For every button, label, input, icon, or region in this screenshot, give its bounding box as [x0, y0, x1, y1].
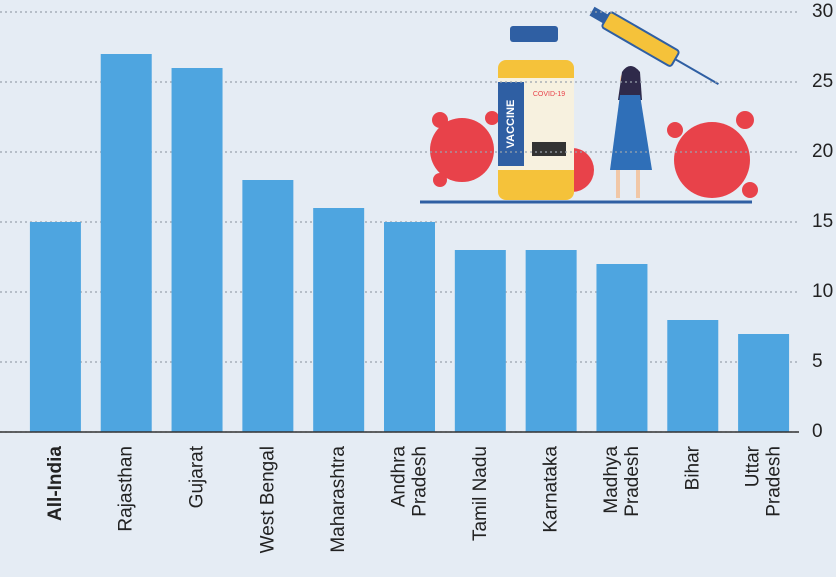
x-tick-label: Tamil Nadu — [469, 446, 491, 542]
y-tick-label: 10 — [812, 281, 833, 302]
bar — [596, 264, 648, 432]
y-tick-label: 0 — [812, 421, 823, 442]
bar — [29, 222, 81, 432]
y-tick-label: 5 — [812, 351, 823, 372]
bar — [384, 222, 435, 432]
bottle-label: VACCINE — [505, 100, 517, 149]
x-tick-label: West Bengal — [257, 446, 279, 554]
x-tick-label: Maharashtra — [328, 446, 350, 553]
x-tick-label: Gujarat — [186, 446, 208, 509]
bar — [242, 180, 294, 432]
bar — [667, 320, 719, 432]
illustration: VACCINE COVID-19 — [420, 6, 758, 204]
y-tick-label: 20 — [812, 141, 833, 162]
y-tick-label: 15 — [812, 211, 833, 232]
x-tick-label: Uttar Pradesh — [742, 446, 785, 517]
x-tick-label: All-India — [44, 446, 66, 521]
bottle-tag: COVID-19 — [533, 91, 565, 98]
x-tick-label: Madhya Pradesh — [600, 446, 643, 517]
bar — [454, 250, 506, 432]
x-tick-label: Karnataka — [540, 446, 562, 533]
bar — [171, 68, 223, 432]
y-tick-label: 25 — [812, 71, 833, 92]
bar — [525, 250, 577, 432]
bar — [100, 54, 152, 432]
x-tick-label: Bihar — [682, 446, 704, 491]
bar — [313, 208, 365, 432]
bar — [738, 334, 790, 432]
y-tick-label: 30 — [812, 1, 833, 22]
x-tick-label: Andhra Pradesh — [388, 446, 431, 517]
x-tick-label: Rajasthan — [115, 446, 137, 532]
